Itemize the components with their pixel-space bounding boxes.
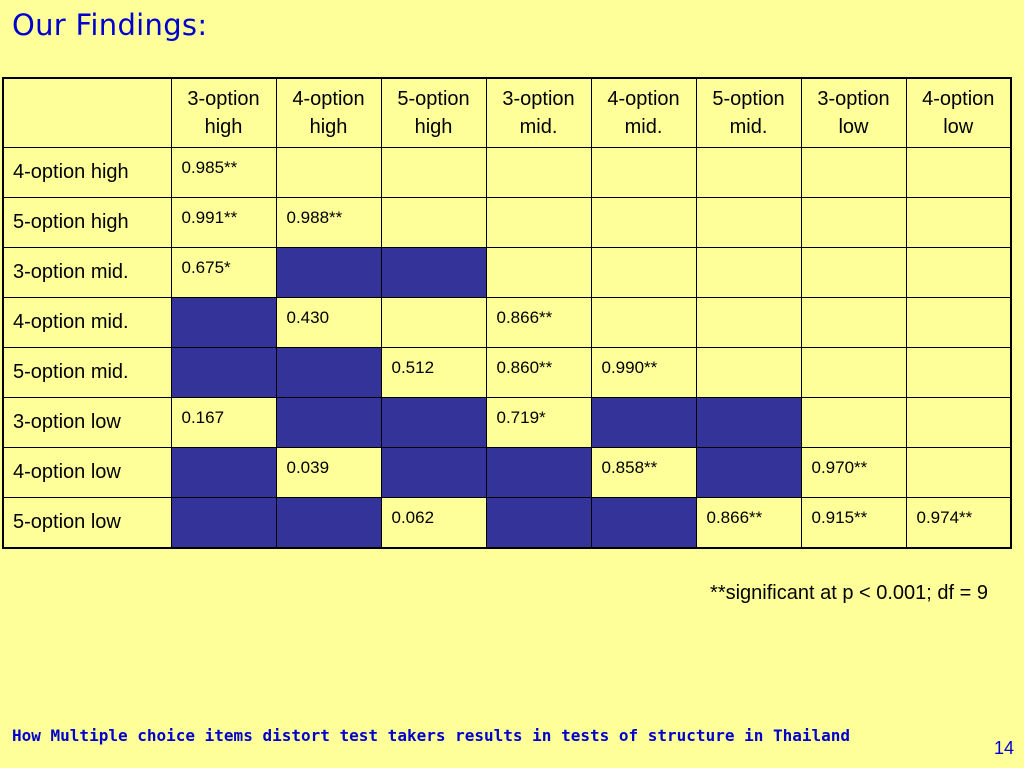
shaded-cell xyxy=(380,447,487,498)
empty-cell xyxy=(380,297,487,348)
correlation-cell: 0.675* xyxy=(170,247,277,298)
shaded-cell xyxy=(695,447,802,498)
row-header: 3-option low xyxy=(2,397,172,448)
shaded-cell xyxy=(275,247,382,298)
row-header: 5-option mid. xyxy=(2,347,172,398)
findings-table: 3-option high 4-option high 5-option high 3… xyxy=(2,77,1012,549)
empty-cell xyxy=(800,397,907,448)
shaded-cell xyxy=(695,397,802,448)
significance-footnote: **significant at p < 0.001; df = 9 xyxy=(710,582,988,604)
empty-cell xyxy=(485,247,592,298)
shaded-cell xyxy=(590,497,697,548)
correlation-cell: 0.430 xyxy=(275,297,382,348)
correlation-cell: 0.512 xyxy=(380,347,487,398)
footer-caption: How Multiple choice items distort test t… xyxy=(12,726,851,745)
corner-cell xyxy=(2,77,172,148)
correlation-cell: 0.062 xyxy=(380,497,487,548)
table-row: 3-option low 0.167 0.719* xyxy=(2,397,1012,448)
column-header: 4-option low xyxy=(905,77,1012,148)
empty-cell xyxy=(380,147,487,198)
correlation-cell: 0.985** xyxy=(170,147,277,198)
empty-cell xyxy=(905,147,1012,198)
shaded-cell xyxy=(170,297,277,348)
correlation-cell: 0.039 xyxy=(275,447,382,498)
empty-cell xyxy=(485,197,592,248)
correlation-cell: 0.970** xyxy=(800,447,907,498)
row-header: 5-option low xyxy=(2,497,172,548)
empty-cell xyxy=(590,147,697,198)
empty-cell xyxy=(800,197,907,248)
table-row: 3-option mid. 0.675* xyxy=(2,247,1012,298)
column-header: 3-option high xyxy=(170,77,277,148)
correlation-cell: 0.866** xyxy=(485,297,592,348)
shaded-cell xyxy=(275,497,382,548)
table-row: 4-option low 0.039 0.858** 0.970** xyxy=(2,447,1012,498)
empty-cell xyxy=(590,197,697,248)
correlation-cell: 0.988** xyxy=(275,197,382,248)
empty-cell xyxy=(695,247,802,298)
row-header: 4-option mid. xyxy=(2,297,172,348)
empty-cell xyxy=(905,397,1012,448)
shaded-cell xyxy=(590,397,697,448)
empty-cell xyxy=(590,247,697,298)
empty-cell xyxy=(695,197,802,248)
empty-cell xyxy=(905,247,1012,298)
empty-cell xyxy=(485,147,592,198)
empty-cell xyxy=(275,147,382,198)
empty-cell xyxy=(905,347,1012,398)
table-row: 5-option mid. 0.512 0.860** 0.990** xyxy=(2,347,1012,398)
page-number: 14 xyxy=(993,738,1014,758)
shaded-cell xyxy=(170,447,277,498)
shaded-cell xyxy=(170,497,277,548)
header-row: 3-option high 4-option high 5-option high 3… xyxy=(2,77,1012,148)
empty-cell xyxy=(695,347,802,398)
shaded-cell xyxy=(485,447,592,498)
column-header: 4-option high xyxy=(275,77,382,148)
correlation-cell: 0.167 xyxy=(170,397,277,448)
row-header: 4-option high xyxy=(2,147,172,198)
empty-cell xyxy=(800,297,907,348)
correlation-cell: 0.860** xyxy=(485,347,592,398)
correlation-cell: 0.866** xyxy=(695,497,802,548)
correlation-cell: 0.974** xyxy=(905,497,1012,548)
shaded-cell xyxy=(170,347,277,398)
row-header: 5-option high xyxy=(2,197,172,248)
empty-cell xyxy=(590,297,697,348)
table-body: 4-option high 0.985** 5-option high 0.991**… xyxy=(2,147,1012,548)
shaded-cell xyxy=(485,497,592,548)
correlation-cell: 0.719* xyxy=(485,397,592,448)
column-header: 5-option mid. xyxy=(695,77,802,148)
table-row: 4-option high 0.985** xyxy=(2,147,1012,198)
empty-cell xyxy=(695,147,802,198)
shaded-cell xyxy=(380,247,487,298)
column-header: 3-option mid. xyxy=(485,77,592,148)
empty-cell xyxy=(800,247,907,298)
shaded-cell xyxy=(275,347,382,398)
empty-cell xyxy=(800,347,907,398)
shaded-cell xyxy=(275,397,382,448)
row-header: 4-option low xyxy=(2,447,172,498)
table-row: 5-option low 0.062 0.866** 0.915** 0.974** xyxy=(2,497,1012,548)
empty-cell xyxy=(905,447,1012,498)
table-row: 5-option high 0.991** 0.988** xyxy=(2,197,1012,248)
correlation-cell: 0.858** xyxy=(590,447,697,498)
correlation-cell: 0.990** xyxy=(590,347,697,398)
empty-cell xyxy=(905,297,1012,348)
empty-cell xyxy=(695,297,802,348)
column-header: 3-option low xyxy=(800,77,907,148)
page-title: Our Findings: xyxy=(12,8,208,42)
column-header: 4-option mid. xyxy=(590,77,697,148)
empty-cell xyxy=(800,147,907,198)
row-header: 3-option mid. xyxy=(2,247,172,298)
empty-cell xyxy=(380,197,487,248)
empty-cell xyxy=(905,197,1012,248)
correlation-cell: 0.915** xyxy=(800,497,907,548)
table-row: 4-option mid. 0.430 0.866** xyxy=(2,297,1012,348)
shaded-cell xyxy=(380,397,487,448)
column-header: 5-option high xyxy=(380,77,487,148)
correlation-cell: 0.991** xyxy=(170,197,277,248)
